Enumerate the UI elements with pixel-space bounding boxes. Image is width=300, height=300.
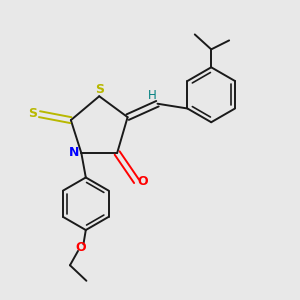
Text: N: N [69,146,79,159]
Text: O: O [75,241,86,254]
Text: S: S [95,83,104,96]
Text: H: H [148,89,157,102]
Text: S: S [28,107,38,120]
Text: O: O [137,176,148,188]
